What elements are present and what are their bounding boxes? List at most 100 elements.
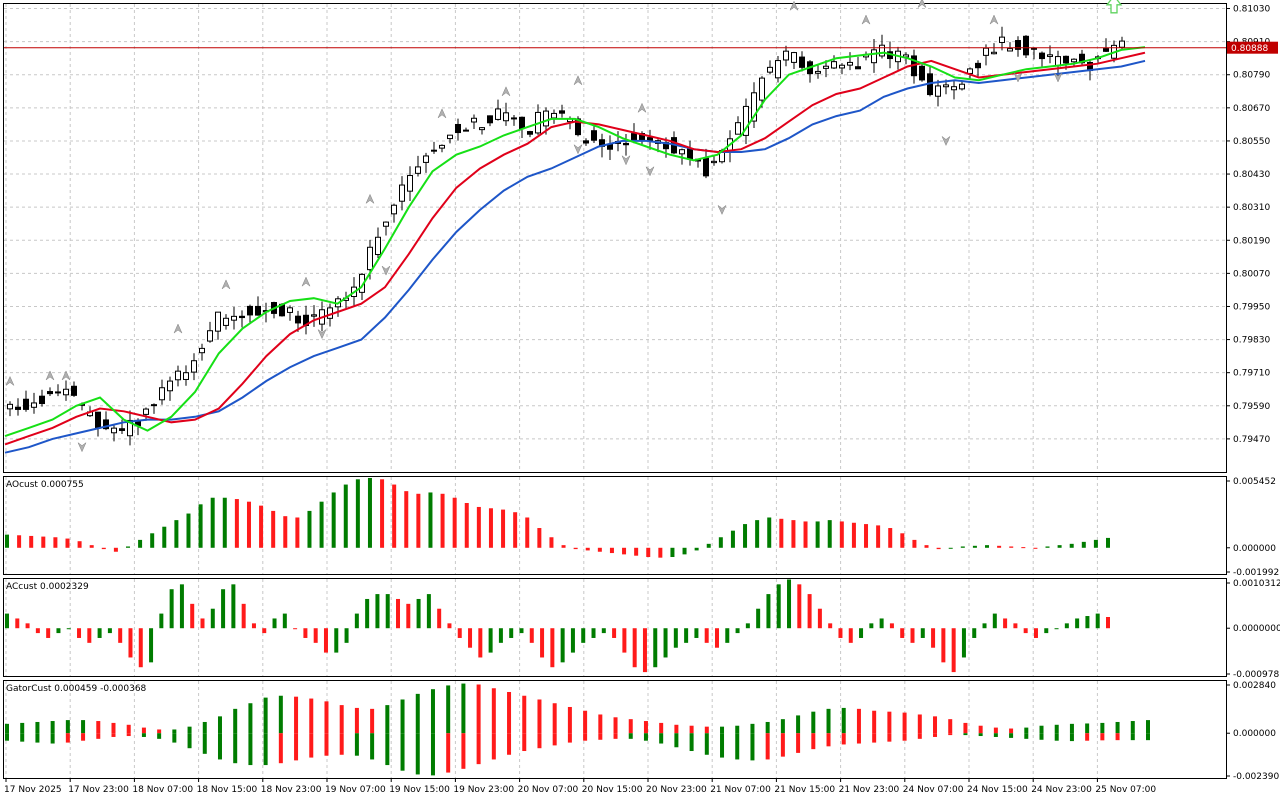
candle-body: [839, 64, 845, 69]
ac-panel[interactable]: [5, 579, 1110, 673]
gator-down-bar: [613, 733, 618, 739]
main-price-panel[interactable]: [4, 0, 1226, 454]
ao-bar: [960, 546, 965, 548]
ao-bar: [464, 503, 469, 548]
candle-body: [623, 142, 629, 146]
ao-bar: [513, 512, 518, 548]
ao-bar: [416, 493, 421, 548]
x-tick-label: 24 Nov 23:00: [1031, 785, 1092, 795]
ac-bar: [519, 628, 524, 634]
candle-body: [591, 130, 597, 141]
y-tick-label: 0.80550: [1233, 137, 1270, 147]
candle-body: [1007, 48, 1013, 52]
candle-body: [231, 315, 237, 321]
candle-body: [119, 428, 125, 431]
ao-bar: [101, 547, 106, 550]
candle: [511, 115, 517, 126]
fractal-down-marker: [77, 441, 87, 453]
fractal-up-marker: [437, 108, 447, 119]
ac-bar: [1106, 617, 1110, 629]
gator-down-bar: [111, 733, 116, 737]
ao-bar: [634, 547, 639, 556]
candle: [287, 305, 293, 321]
candle: [831, 55, 837, 70]
ao-panel[interactable]: [5, 477, 1110, 558]
candle-body: [367, 246, 373, 271]
gator-down-bar: [826, 733, 831, 747]
buy-signal-arrow: [1105, 0, 1123, 14]
ac-bar: [848, 628, 853, 643]
candle: [991, 43, 997, 55]
ao-bar: [259, 505, 264, 548]
fractal-down-marker: [941, 135, 951, 147]
ac-bar: [138, 628, 143, 668]
candle-body: [783, 50, 789, 61]
fractal-up-marker: [45, 370, 55, 381]
candle: [799, 51, 805, 72]
gator-panel[interactable]: [5, 683, 1150, 776]
fractal-down-marker: [645, 165, 655, 177]
ac-bar: [5, 613, 9, 629]
ao-bar: [404, 491, 409, 548]
candle-body: [295, 315, 301, 324]
candle: [999, 26, 1005, 51]
gator-down-bar: [202, 733, 207, 754]
y-tick-label: 0.005452: [1233, 477, 1276, 487]
ac-bar: [35, 628, 40, 634]
ao-bar: [767, 517, 772, 548]
candle: [47, 387, 53, 397]
candle-body: [375, 236, 381, 256]
gator-down-bar: [96, 733, 101, 739]
gator-up-bar: [5, 723, 9, 734]
candle: [735, 116, 741, 135]
ao-bar: [138, 539, 143, 548]
gator-down-bar: [811, 733, 816, 750]
ao-bar: [609, 547, 614, 554]
fractal-up-marker: [917, 0, 927, 9]
ao-bar: [912, 539, 917, 548]
candle: [791, 51, 797, 69]
gator-up-bar: [887, 711, 892, 734]
gator-down-bar: [65, 733, 70, 743]
gator-up-bar: [324, 701, 329, 734]
ac-bar: [334, 628, 339, 653]
ac-bar: [365, 598, 370, 629]
gator-up-bar: [400, 699, 405, 734]
ac-bar: [468, 628, 473, 648]
ac-bar: [735, 628, 740, 634]
ao-bar: [319, 501, 324, 548]
candle-body: [759, 77, 765, 101]
ao-bar: [77, 541, 82, 548]
gator-up-bar: [81, 720, 86, 734]
x-tick-label: 19 Nov 15:00: [389, 785, 450, 795]
ao-bar: [791, 520, 796, 548]
gator-down-bar: [933, 733, 938, 737]
candle-body: [1047, 54, 1053, 57]
x-tick-label: 24 Nov 15:00: [967, 785, 1028, 795]
gator-down-bar: [765, 733, 770, 760]
ao-bar: [186, 513, 191, 548]
candle: [207, 321, 213, 343]
ac-bar: [303, 628, 308, 638]
candle: [127, 410, 133, 446]
y-tick-label: 0.002840: [1233, 681, 1276, 691]
gator-down-bar: [217, 733, 222, 760]
fractal-up-marker: [5, 375, 15, 387]
ac-bar: [1064, 623, 1069, 629]
ao-bar: [549, 537, 554, 548]
candle: [335, 296, 341, 317]
candle-body: [95, 411, 101, 429]
gator-down-bar: [537, 733, 542, 749]
fractal-up-marker: [301, 276, 311, 287]
candle-body: [527, 131, 533, 135]
gator-up-bar: [567, 706, 572, 734]
gator-up-bar: [126, 724, 131, 734]
ac-bar: [570, 628, 575, 653]
ao-bar: [670, 547, 675, 558]
y-tick-label: -0.001992: [1233, 568, 1279, 578]
candle: [63, 380, 69, 401]
x-tick-label: 19 Nov 23:00: [453, 785, 514, 795]
candle: [495, 99, 501, 121]
gator-up-bar: [20, 722, 25, 734]
candle: [879, 34, 885, 59]
